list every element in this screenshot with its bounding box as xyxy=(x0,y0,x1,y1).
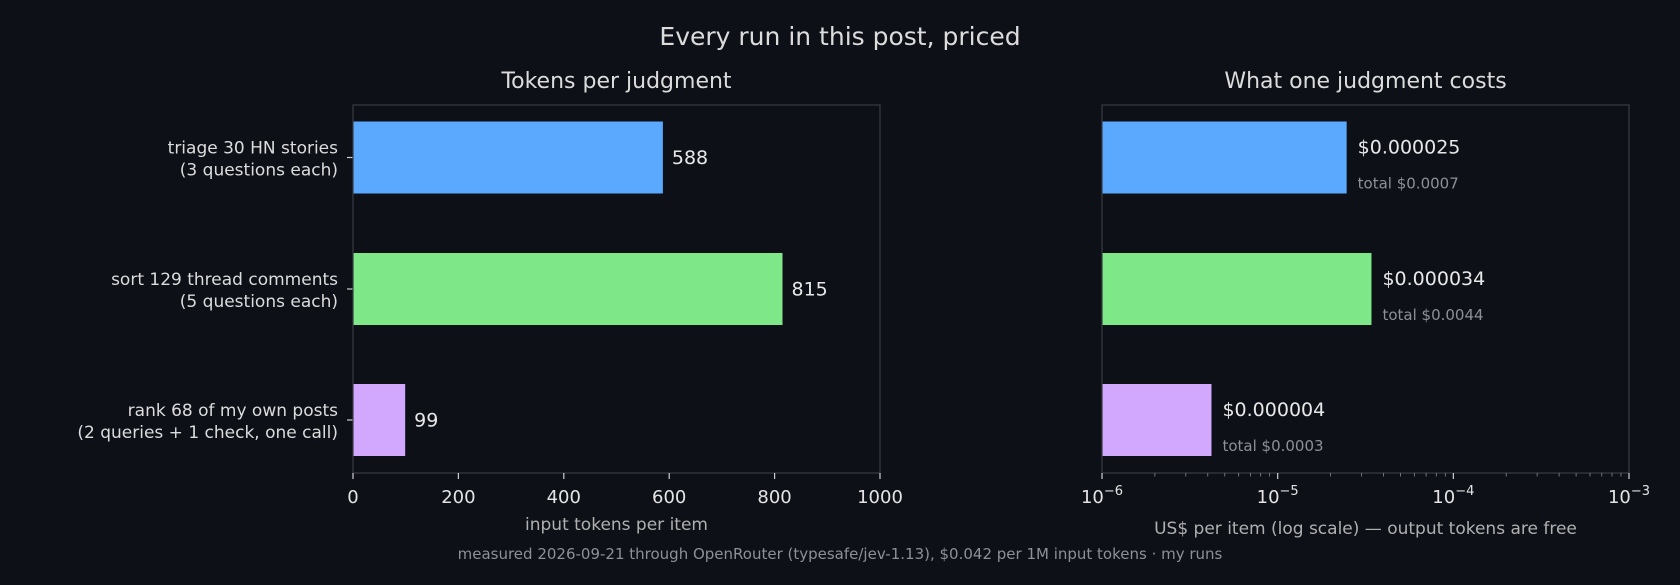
x-tick-label: 10−3 xyxy=(1608,484,1650,508)
x-tick-label: 0 xyxy=(347,487,358,508)
category-label: (3 questions each) xyxy=(180,161,338,181)
x-tick-label: 600 xyxy=(652,487,686,508)
category-label: (2 queries + 1 check, one call) xyxy=(77,423,338,443)
tokens-x-axis-label: input tokens per item xyxy=(525,515,708,535)
cost-bar xyxy=(1102,121,1347,194)
x-tick-label: 1000 xyxy=(857,487,903,508)
cost-x-axis-label: US$ per item (log scale) — output tokens… xyxy=(1154,519,1577,539)
figure-title: Every run in this post, priced xyxy=(659,22,1020,51)
tokens-value-label: 815 xyxy=(792,279,828,301)
x-tick-label: 400 xyxy=(547,487,581,508)
tokens-chart: Tokens per judgment 588 triage 30 HN stori… xyxy=(77,69,903,535)
x-tick-label: 800 xyxy=(757,487,791,508)
tokens-bar xyxy=(353,253,783,325)
category-label: rank 68 of my own posts xyxy=(128,401,338,421)
tokens-bar xyxy=(353,121,663,194)
cost-value-label: $0.000025 xyxy=(1358,137,1461,159)
cost-total-label: total $0.0044 xyxy=(1382,306,1483,324)
cost-bar xyxy=(1102,253,1372,325)
x-tick-label: 10−5 xyxy=(1257,484,1299,508)
cost-total-label: total $0.0007 xyxy=(1358,175,1459,193)
tokens-value-label: 99 xyxy=(414,410,438,432)
cost-chart: What one judgment costs $0.000025 total $0… xyxy=(1081,69,1650,539)
cost-value-label: $0.000004 xyxy=(1222,399,1325,421)
category-label: sort 129 thread comments xyxy=(111,270,338,290)
tokens-bar xyxy=(353,384,406,456)
cost-value-label: $0.000034 xyxy=(1382,268,1485,290)
category-label: triage 30 HN stories xyxy=(168,139,338,159)
tokens-plot-frame xyxy=(352,104,881,474)
footer-note: measured 2026-09-21 through OpenRouter (… xyxy=(458,545,1223,563)
x-tick-label: 10−4 xyxy=(1432,484,1474,508)
cost-chart-title: What one judgment costs xyxy=(1224,69,1506,94)
tokens-value-label: 588 xyxy=(672,147,708,169)
cost-plot-frame xyxy=(1101,104,1630,474)
x-tick-label: 10−6 xyxy=(1081,484,1123,508)
category-label: (5 questions each) xyxy=(180,292,338,312)
tokens-chart-title: Tokens per judgment xyxy=(500,69,731,94)
x-tick-label: 200 xyxy=(441,487,475,508)
cost-bar xyxy=(1102,384,1212,456)
cost-total-label: total $0.0003 xyxy=(1222,437,1323,455)
